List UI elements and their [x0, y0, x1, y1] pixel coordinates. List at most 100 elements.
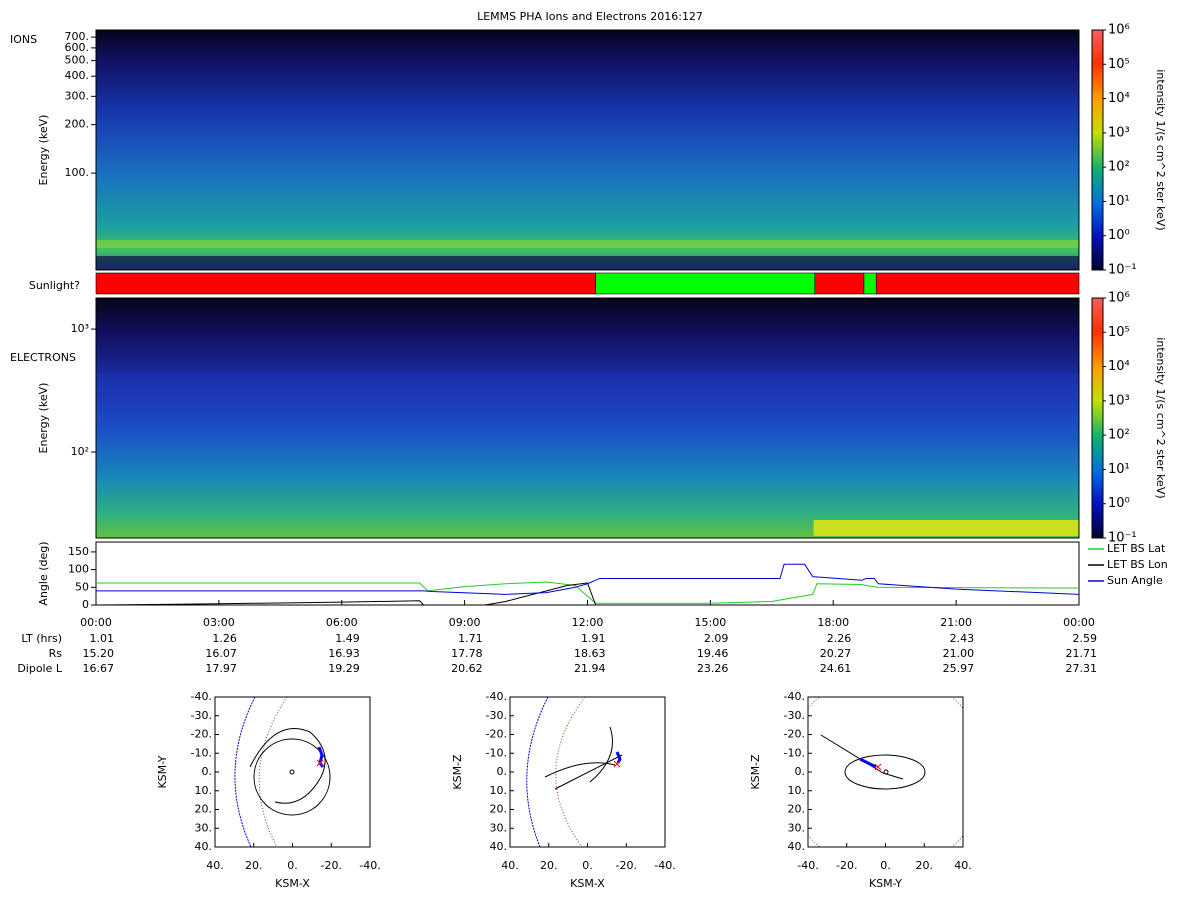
y-tick-label: 150 — [68, 545, 89, 558]
spectrogram-band — [96, 240, 1079, 248]
sunlight-segment — [863, 272, 877, 295]
y-tick-label: 700. — [65, 30, 90, 43]
y-tick-label: -40. — [784, 690, 805, 703]
x-tick-label: 20. — [245, 859, 263, 872]
row-value: 19.46 — [697, 647, 729, 660]
y-tick-label: -20. — [784, 728, 805, 741]
legend-label: LET BS Lon — [1107, 558, 1168, 571]
x-tick-label: 0. — [582, 859, 593, 872]
row-value: 16.93 — [328, 647, 360, 660]
orbit-drawing — [807, 696, 964, 848]
x-axis-title: KSM-X — [275, 877, 310, 890]
y-axis-title: Energy (keV) — [37, 383, 50, 454]
colorbar-tick-label: 10¹ — [1108, 462, 1130, 477]
row-value: 25.97 — [943, 662, 975, 675]
series-line — [96, 563, 1080, 595]
row-value: 23.26 — [697, 662, 729, 675]
colorbar-tick-label: 10⁰ — [1108, 496, 1130, 511]
y-tick-label: 40. — [195, 840, 213, 853]
spectrogram — [96, 298, 1079, 538]
y-tick-label: -10. — [784, 746, 805, 759]
y-tick-label: 500. — [65, 54, 90, 67]
y-tick-label: 50 — [75, 580, 89, 593]
y-tick-label: 10. — [788, 784, 806, 797]
colorbar-tick-label: 10⁰ — [1108, 228, 1130, 243]
x-tick-label: 09:00 — [449, 616, 481, 629]
y-tick-label: -10. — [486, 746, 507, 759]
x-tick-label: 00:00 — [1063, 616, 1095, 629]
x-tick-label: 00:00 — [80, 616, 112, 629]
y-tick-label: 20. — [490, 803, 508, 816]
row-value: 21.00 — [943, 647, 975, 660]
y-tick-label: 100 — [68, 563, 89, 576]
y-tick-label: 10³ — [71, 322, 89, 335]
colorbar-tick-label: 10² — [1108, 428, 1130, 443]
y-tick-label: 400. — [65, 69, 90, 82]
x-axis-title: KSM-Y — [869, 877, 902, 890]
x-tick-label: 20. — [916, 859, 934, 872]
plot-frame — [807, 696, 964, 848]
sunlight-segment — [595, 272, 816, 295]
row-value: 19.29 — [328, 662, 360, 675]
orbit-drawing — [526, 696, 623, 848]
colorbar — [1091, 29, 1104, 271]
colorbar-tick-label: 10³ — [1108, 125, 1130, 140]
colorbar-title: intensity 1/(s cm^2 ster keV) — [1154, 69, 1167, 230]
row-value: 1.71 — [458, 632, 483, 645]
y-tick-label: 0 — [82, 598, 89, 611]
colorbar-tick-label: 10⁵ — [1108, 325, 1130, 340]
row-value: 16.07 — [205, 647, 237, 660]
row-value: 17.97 — [205, 662, 237, 675]
y-tick-label: 100. — [65, 166, 90, 179]
colorbar-tick-label: 10⁶ — [1108, 291, 1130, 306]
y-tick-label: 30. — [788, 821, 806, 834]
y-tick-label: 20. — [788, 803, 806, 816]
y-tick-label: 30. — [490, 821, 508, 834]
colorbar-title: intensity 1/(s cm^2 ster keV) — [1154, 337, 1167, 498]
row-value: 2.59 — [1073, 632, 1098, 645]
row-value: 27.31 — [1066, 662, 1098, 675]
y-tick-label: -40. — [191, 690, 212, 703]
sunlight-segment — [814, 272, 865, 295]
x-tick-label: -40. — [797, 859, 818, 872]
panel-label: Sunlight? — [29, 279, 80, 292]
spectrogram-band — [813, 520, 1079, 536]
y-tick-label: -30. — [191, 709, 212, 722]
y-tick-label: -10. — [191, 746, 212, 759]
x-tick-label: -20. — [616, 859, 637, 872]
x-tick-label: 0. — [287, 859, 298, 872]
row-value: 1.01 — [90, 632, 115, 645]
y-tick-label: 40. — [788, 840, 806, 853]
row-value: 1.26 — [212, 632, 237, 645]
y-tick-label: 10. — [490, 784, 508, 797]
y-tick-label: 10. — [195, 784, 213, 797]
x-tick-label: 03:00 — [203, 616, 235, 629]
x-tick-label: 21:00 — [940, 616, 972, 629]
plot-frame — [95, 297, 1080, 539]
colorbar-tick-label: 10⁵ — [1108, 57, 1130, 72]
y-tick-label: 600. — [65, 41, 90, 54]
y-axis-title: KSM-Y — [156, 755, 169, 788]
colorbar-tick-label: 10⁻¹ — [1108, 263, 1137, 278]
y-tick-label: -40. — [486, 690, 507, 703]
x-tick-label: 20. — [540, 859, 558, 872]
y-tick-label: -20. — [486, 728, 507, 741]
x-tick-label: 12:00 — [572, 616, 604, 629]
y-tick-label: 300. — [65, 89, 90, 102]
y-axis-title: Energy (keV) — [37, 115, 50, 186]
x-tick-label: 15:00 — [695, 616, 727, 629]
row-value: 2.09 — [704, 632, 729, 645]
panel-label: IONS — [10, 33, 37, 46]
plot-frame — [95, 29, 1080, 271]
x-tick-label: 40. — [501, 859, 519, 872]
sunlight-segment — [95, 272, 596, 295]
row-label: Dipole L — [17, 662, 63, 675]
colorbar-tick-label: 10⁴ — [1108, 91, 1130, 106]
x-tick-label: -40. — [654, 859, 675, 872]
row-value: 17.78 — [451, 647, 483, 660]
y-axis-title: Angle (deg) — [37, 541, 50, 605]
y-tick-label: 200. — [65, 118, 90, 131]
plot-frame — [214, 696, 371, 848]
y-tick-label: 30. — [195, 821, 213, 834]
